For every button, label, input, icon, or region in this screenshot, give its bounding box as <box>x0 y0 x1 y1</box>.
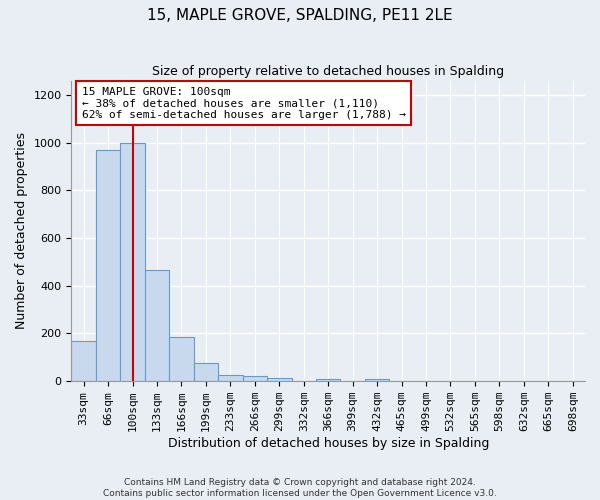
Bar <box>96 150 121 381</box>
Bar <box>145 270 169 381</box>
Bar <box>194 364 218 381</box>
Title: Size of property relative to detached houses in Spalding: Size of property relative to detached ho… <box>152 65 504 78</box>
Bar <box>316 379 340 381</box>
Bar <box>121 142 145 381</box>
Bar <box>242 376 267 381</box>
Text: 15 MAPLE GROVE: 100sqm
← 38% of detached houses are smaller (1,110)
62% of semi-: 15 MAPLE GROVE: 100sqm ← 38% of detached… <box>82 86 406 120</box>
X-axis label: Distribution of detached houses by size in Spalding: Distribution of detached houses by size … <box>167 437 489 450</box>
Bar <box>365 379 389 381</box>
Bar <box>218 376 242 381</box>
Bar <box>169 337 194 381</box>
Text: Contains HM Land Registry data © Crown copyright and database right 2024.
Contai: Contains HM Land Registry data © Crown c… <box>103 478 497 498</box>
Text: 15, MAPLE GROVE, SPALDING, PE11 2LE: 15, MAPLE GROVE, SPALDING, PE11 2LE <box>147 8 453 22</box>
Bar <box>71 340 96 381</box>
Y-axis label: Number of detached properties: Number of detached properties <box>15 132 28 330</box>
Bar <box>267 378 292 381</box>
